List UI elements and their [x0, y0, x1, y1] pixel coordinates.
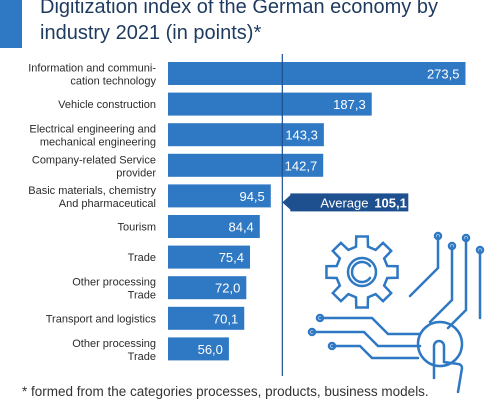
title-accent-bar — [0, 0, 22, 48]
category-label: Tourism — [117, 222, 156, 234]
category-label: Trade — [128, 252, 156, 264]
footnote: * formed from the categories processes, … — [22, 384, 429, 399]
category-label: Other processing Trade — [72, 277, 156, 302]
bar — [168, 306, 245, 330]
bar — [168, 184, 271, 208]
value-label: 187,3 — [333, 97, 366, 112]
value-label: 84,4 — [228, 220, 253, 235]
chart-title: Digitization index of the German economy… — [40, 0, 438, 44]
bar — [168, 215, 260, 238]
value-label: 75,4 — [219, 250, 244, 265]
bar — [168, 62, 466, 85]
value-label: 72,0 — [215, 281, 240, 296]
bar — [168, 245, 251, 269]
category-label: Company-related Service provider — [32, 154, 156, 179]
average-badge — [290, 193, 409, 212]
value-label: 143,3 — [285, 128, 318, 143]
category-label: Basic materials, chemistry And pharmaceut… — [28, 185, 156, 210]
value-label: 70,1 — [213, 311, 238, 326]
average-label: Average — [320, 195, 368, 210]
bar — [168, 276, 247, 300]
average-pointer — [282, 193, 293, 212]
value-label: 56,0 — [198, 342, 223, 357]
value-label: 142,7 — [285, 158, 318, 173]
bar — [168, 153, 324, 177]
bar — [168, 337, 229, 361]
category-label: Transport and logistics — [46, 313, 157, 325]
value-label: 273,5 — [427, 67, 460, 82]
category-label: Electrical engineering and mechanical eng… — [29, 124, 156, 149]
value-label: 94,5 — [239, 189, 264, 204]
category-label: Other processing Trade — [72, 338, 156, 363]
category-label: Vehicle construction — [58, 99, 156, 111]
gear-circuit-hand-icon — [307, 231, 485, 394]
category-label: Information and communi-cation technolog… — [28, 63, 156, 88]
bar — [168, 123, 324, 147]
bar — [168, 92, 372, 116]
average-value: 105,1 — [374, 195, 407, 210]
